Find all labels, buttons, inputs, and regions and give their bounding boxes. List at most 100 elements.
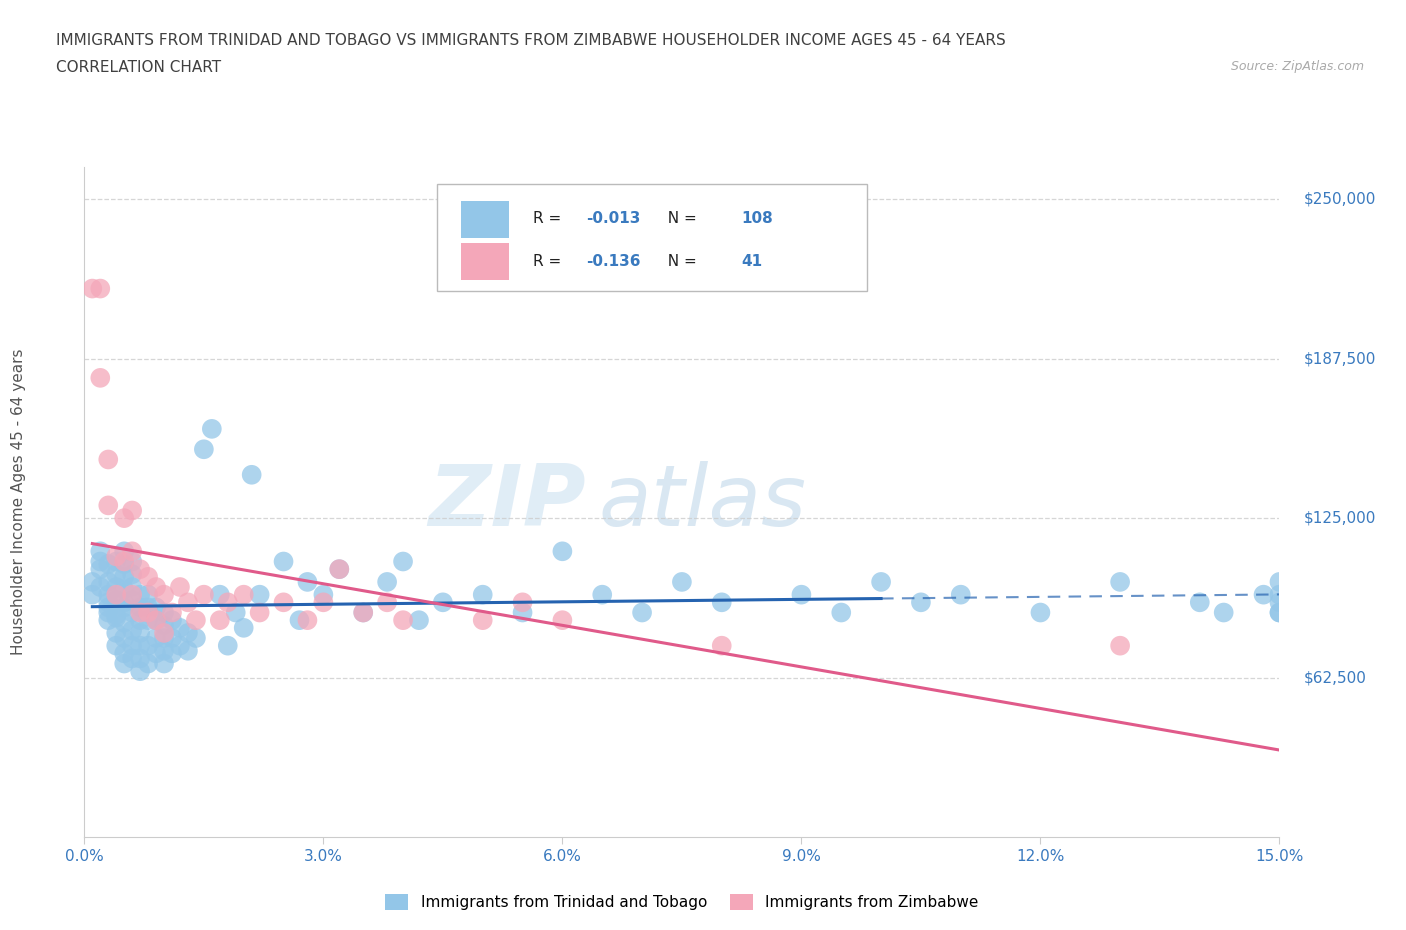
- Point: [136, 638, 159, 653]
- FancyBboxPatch shape: [461, 243, 509, 280]
- Text: atlas: atlas: [599, 460, 806, 544]
- Point: [1029, 605, 1052, 620]
- Point: [153, 618, 176, 632]
- Point: [112, 600, 135, 615]
- Point: [136, 613, 159, 628]
- Point: [591, 587, 613, 602]
- Point: [232, 587, 254, 602]
- Point: [949, 587, 972, 602]
- Point: [551, 544, 574, 559]
- Point: [121, 554, 143, 569]
- Point: [240, 468, 263, 483]
- Point: [217, 595, 239, 610]
- Point: [273, 595, 295, 610]
- Text: 108: 108: [742, 211, 773, 227]
- Point: [408, 613, 430, 628]
- Point: [97, 613, 120, 628]
- Point: [671, 575, 693, 590]
- Point: [273, 554, 295, 569]
- Point: [145, 613, 167, 628]
- Point: [790, 587, 813, 602]
- Point: [129, 626, 152, 641]
- Point: [82, 587, 104, 602]
- Point: [112, 569, 135, 584]
- FancyBboxPatch shape: [461, 201, 509, 238]
- Point: [153, 605, 176, 620]
- Point: [145, 646, 167, 661]
- Point: [89, 281, 111, 296]
- Point: [112, 554, 135, 569]
- Point: [121, 592, 143, 607]
- Point: [97, 575, 120, 590]
- Point: [145, 613, 167, 628]
- Point: [129, 651, 152, 666]
- Point: [121, 544, 143, 559]
- Text: IMMIGRANTS FROM TRINIDAD AND TOBAGO VS IMMIGRANTS FROM ZIMBABWE HOUSEHOLDER INCO: IMMIGRANTS FROM TRINIDAD AND TOBAGO VS I…: [56, 33, 1005, 47]
- Point: [153, 626, 176, 641]
- Point: [136, 605, 159, 620]
- Point: [177, 626, 200, 641]
- Point: [160, 646, 183, 661]
- Point: [208, 613, 231, 628]
- Point: [631, 605, 654, 620]
- Point: [105, 587, 128, 602]
- Text: $250,000: $250,000: [1303, 192, 1375, 206]
- Point: [129, 562, 152, 577]
- Point: [136, 656, 159, 671]
- Point: [105, 549, 128, 564]
- Point: [89, 562, 111, 577]
- Point: [105, 579, 128, 594]
- Point: [97, 452, 120, 467]
- Point: [1268, 595, 1291, 610]
- Point: [512, 605, 534, 620]
- Point: [136, 587, 159, 602]
- Text: $62,500: $62,500: [1303, 671, 1367, 685]
- Point: [129, 587, 152, 602]
- Text: N =: N =: [658, 211, 702, 227]
- Point: [145, 631, 167, 645]
- Point: [312, 595, 335, 610]
- Point: [512, 595, 534, 610]
- Point: [184, 631, 207, 645]
- Point: [160, 613, 183, 628]
- Point: [1268, 605, 1291, 620]
- Point: [129, 664, 152, 679]
- Point: [89, 370, 111, 385]
- Point: [169, 579, 191, 594]
- Point: [392, 613, 415, 628]
- Point: [177, 644, 200, 658]
- Point: [160, 631, 183, 645]
- Point: [153, 656, 176, 671]
- Point: [471, 587, 494, 602]
- Point: [121, 587, 143, 602]
- Point: [105, 554, 128, 569]
- Point: [160, 605, 183, 620]
- Point: [121, 566, 143, 581]
- Point: [910, 595, 932, 610]
- Text: $125,000: $125,000: [1303, 511, 1375, 525]
- Point: [145, 579, 167, 594]
- Point: [112, 646, 135, 661]
- Point: [193, 587, 215, 602]
- Point: [375, 595, 398, 610]
- Point: [145, 600, 167, 615]
- Text: $187,500: $187,500: [1303, 352, 1375, 366]
- Point: [129, 605, 152, 620]
- Point: [830, 605, 852, 620]
- Point: [105, 566, 128, 581]
- Point: [249, 587, 271, 602]
- Point: [97, 557, 120, 572]
- Text: R =: R =: [533, 254, 565, 269]
- Point: [112, 544, 135, 559]
- Point: [1212, 605, 1234, 620]
- Point: [1253, 587, 1275, 602]
- Point: [112, 595, 135, 610]
- Point: [97, 498, 120, 512]
- Point: [249, 605, 271, 620]
- Text: Source: ZipAtlas.com: Source: ZipAtlas.com: [1230, 60, 1364, 73]
- Point: [1268, 605, 1291, 620]
- Point: [105, 592, 128, 607]
- Point: [471, 613, 494, 628]
- Point: [89, 579, 111, 594]
- Point: [129, 638, 152, 653]
